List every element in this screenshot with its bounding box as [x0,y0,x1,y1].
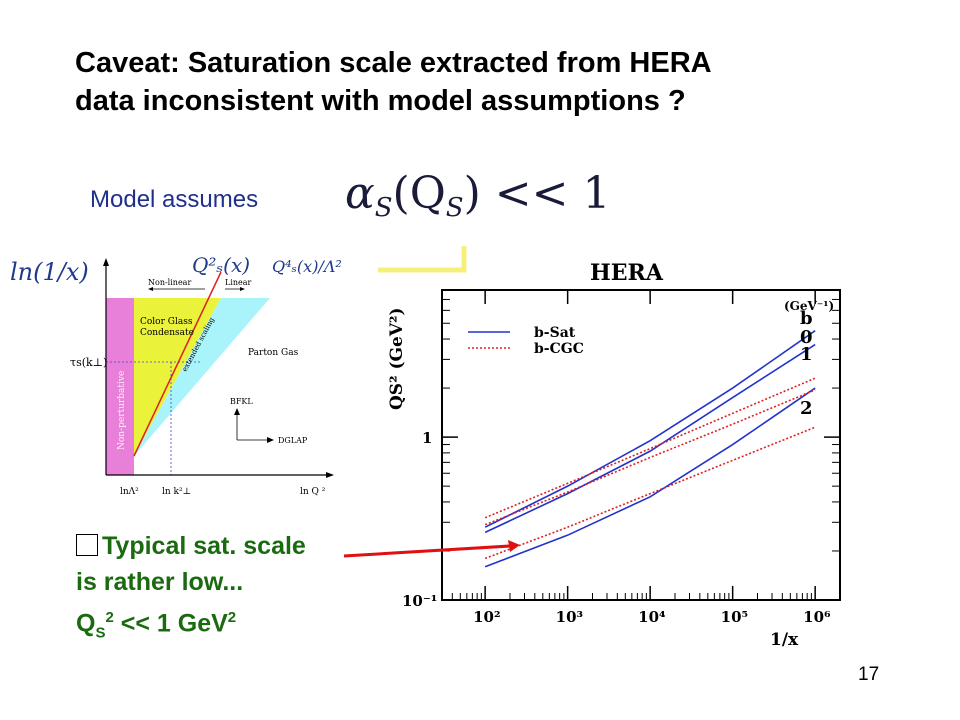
note-rest: << 1 GeV [113,609,228,638]
cgc-label-1: Color Glass [140,317,193,327]
note-q: Q [76,609,96,638]
page-number: 17 [858,664,880,685]
tau-label: τs(k⊥) [70,356,107,369]
series-line-b-sat-b1 [484,343,816,534]
series-line-b-cgc-b1 [484,389,816,526]
legend-title: (GeV⁻¹) [784,299,834,313]
nonperturbative-region [106,298,134,475]
note-q-sup: 2 [105,609,114,626]
bfkl-arrowhead-icon [234,408,240,415]
parton-gas-region [134,298,270,456]
formula-alpha: α [345,168,375,219]
x-tick-label: 10⁴ [638,608,666,626]
bfkl-label: BFKL [230,397,253,406]
linear-label: Linear [225,278,252,287]
hera-chart: HERA QS² (GeV²) 1/x (GeV⁻¹) 10² 10³ 10⁴ 10⁵… [387,260,841,650]
note-line-1: Typical sat. scale [102,532,306,560]
title-line-2: data inconsistent with model assumptions… [75,85,686,117]
nonlinear-arrowhead-icon [148,287,153,291]
nonlinear-label: Non-linear [148,278,191,287]
saturation-line [133,271,222,457]
impact-label: 1 [800,344,813,365]
x-tick-lnk: ln k²⊥ [162,487,191,497]
series-line-b-sat-b0 [484,330,816,528]
impact-label: b [800,308,813,329]
formula-alpha-sub: S [374,193,393,223]
q2-label: Q²ₛ(x) [192,253,250,277]
formula-arg: (Q [392,168,446,219]
linear-arrowhead-icon [240,287,245,291]
x-tick-label: 10² [473,608,500,626]
series-line-b-sat-b2 [484,387,816,568]
note-line-2: is rather low... [76,568,244,596]
legend-label: b-CGC [534,341,584,357]
alpha-s-formula: αS(QS) << 1 [345,168,610,223]
x-tick-lnlambda: lnΛ² [120,487,139,497]
formula-arg-sub: S [445,193,464,223]
note-q-sub: S [95,624,106,642]
q4-label: Q⁴ₛ(x)/Λ² [272,257,342,276]
checkbox-glyph-icon [76,534,98,556]
cgc-label-2: Condensate [140,328,194,338]
phase-x-label: ln Q ² [300,487,326,497]
pointer-arrow [343,540,520,558]
note-line-3: QS2 << 1 GeV2 [76,600,306,651]
chart-xlabel: 1/x [770,630,799,650]
x-tick-label: 10⁶ [803,608,831,626]
slide-title: Caveat: Saturation scale extracted from … [75,44,935,120]
title-line-1: Caveat: Saturation scale extracted from … [75,47,712,79]
phase-y-label: ln(1/x) [10,258,89,286]
parton-gas-label: Parton Gas [248,348,299,358]
model-assumes-label: Model assumes [90,186,259,213]
nonpert-label: Non-perturbative [117,371,127,450]
y-tick-label: 10⁻¹ [402,592,437,610]
x-axis-arrow-icon [326,472,334,478]
arrowhead-icon [508,540,520,552]
bottom-note: Typical sat. scale is rather low... QS2 … [76,528,306,651]
yellow-bracket [378,246,467,273]
impact-label: 0 [800,327,813,348]
series-line-b-cgc-b2 [484,426,816,560]
x-tick-label: 10³ [556,608,583,626]
chart-title: HERA [590,260,664,286]
dglap-label: DGLAP [278,436,308,445]
phase-diagram: ln(1/x) Q²ₛ(x) Q⁴ₛ(x)/Λ² Non-linear Line… [10,253,342,497]
chart-ylabel: QS² (GeV²) [387,307,407,410]
arrow-line [343,544,511,558]
x-tick-label: 10⁵ [721,608,748,626]
formula-rest: ) << 1 [463,168,611,219]
y-axis-arrow-icon [103,258,109,266]
y-tick-label: 1 [422,429,432,447]
legend-label: b-Sat [534,325,576,341]
dglap-arrowhead-icon [267,437,274,443]
note-gev-sup: 2 [227,609,237,626]
impact-label: 2 [800,398,813,419]
